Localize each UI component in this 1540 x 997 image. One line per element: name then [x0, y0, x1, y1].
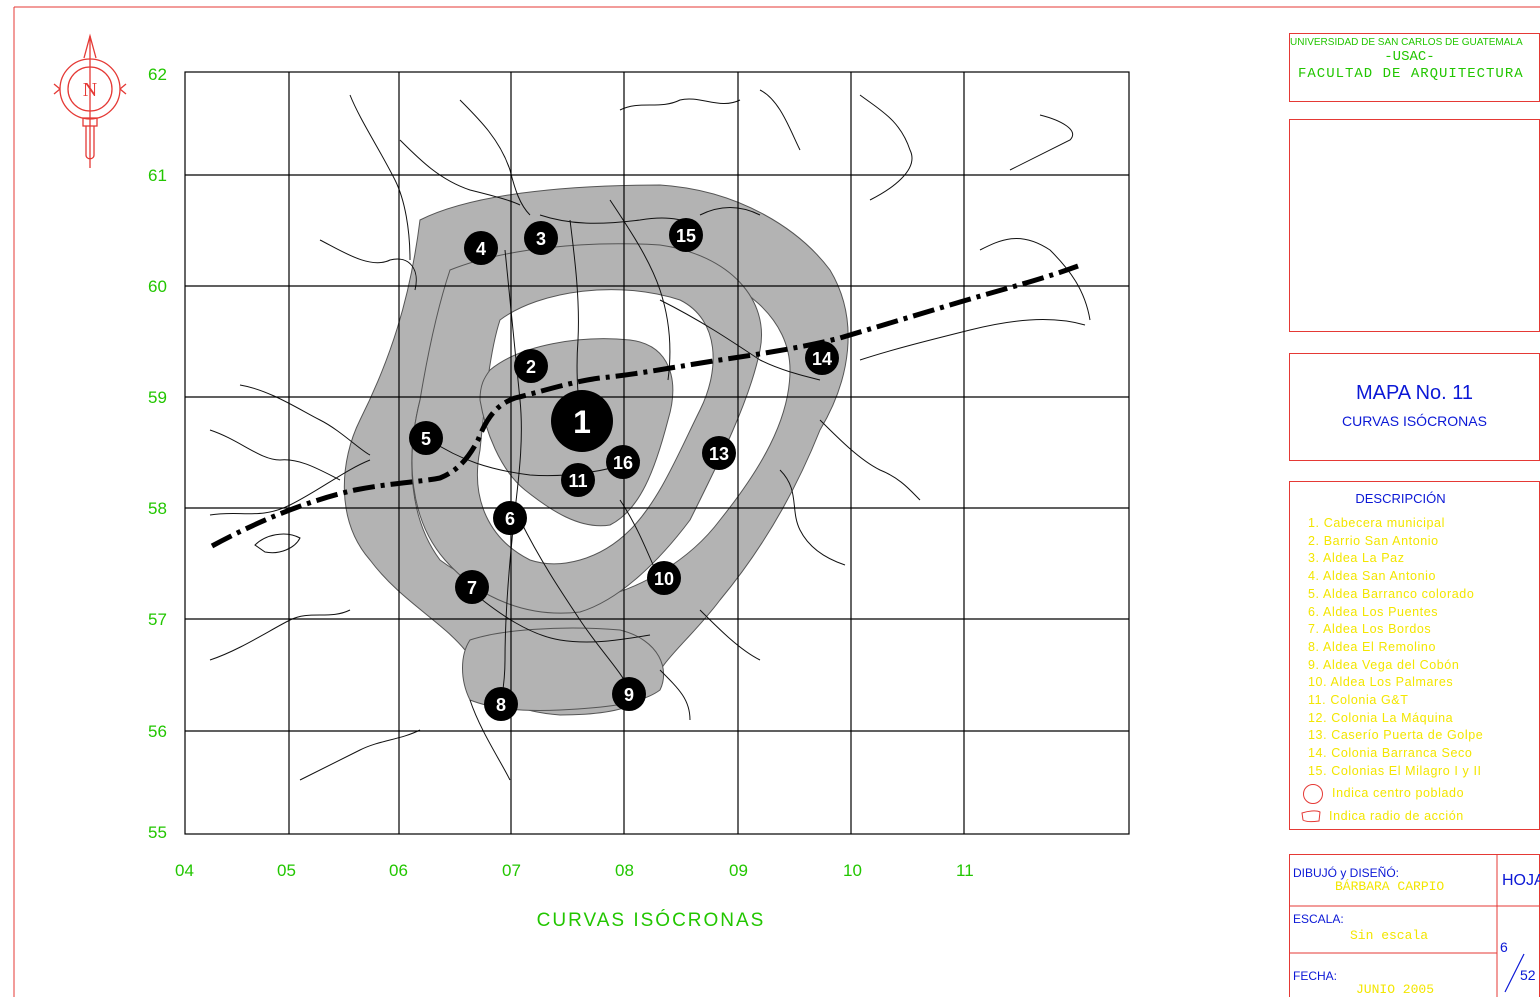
marker-15[interactable]: 15 [669, 218, 703, 252]
marker-1[interactable]: 1 [551, 390, 613, 452]
svg-text:14: 14 [812, 349, 832, 369]
drawn-by-value: BÁRBARA CARPIO [1335, 879, 1445, 894]
y-tick-label: 57 [148, 610, 167, 629]
marker-8[interactable]: 8 [484, 687, 518, 721]
marker-10[interactable]: 10 [647, 561, 681, 595]
list-item: 10. Aldea Los Palmares [1308, 675, 1454, 690]
svg-text:4: 4 [476, 239, 486, 259]
north-label: N [83, 79, 97, 101]
list-item: 2. Barrio San Antonio [1308, 533, 1439, 548]
list-item: 3. Aldea La Paz [1308, 551, 1405, 566]
list-item: 15. Colonias El Milagro I y II [1308, 763, 1482, 778]
area-symbol-icon [1301, 810, 1321, 823]
y-axis-labels: 62 61 60 59 58 57 56 55 [148, 65, 167, 842]
map-grid [184, 71, 1130, 835]
y-tick-label: 60 [148, 277, 167, 296]
marker-6[interactable]: 6 [493, 501, 527, 535]
list-item: 14. Colonia Barranca Seco [1308, 746, 1473, 761]
list-item: 4. Aldea San Antonio [1308, 569, 1437, 584]
list-item: 7. Aldea Los Bordos [1308, 622, 1432, 637]
x-tick-label: 04 [175, 861, 194, 880]
y-tick-label: 59 [148, 388, 167, 407]
map-number: MAPA No. 11 [1355, 382, 1474, 404]
credits-panel: DIBUJÓ y DISEÑÓ: BÁRBARA CARPIO HOJA ESC… [1289, 854, 1540, 997]
north-arrow-icon: N [53, 33, 127, 168]
marker-13[interactable]: 13 [702, 436, 736, 470]
list-item: 1. Cabecera municipal [1308, 516, 1445, 530]
date-label: FECHA: [1293, 969, 1338, 983]
university-name: UNIVERSIDAD DE SAN CARLOS DE GUATEMALA [1290, 37, 1523, 48]
blank-panel [1289, 119, 1540, 332]
list-item: 8. Aldea El Remolino [1308, 639, 1437, 654]
description-panel: DESCRIPCIÓN 1. Cabecera municipal 2. Bar… [1289, 481, 1540, 830]
scale-label: ESCALA: [1293, 912, 1344, 926]
description-list: 1. Cabecera municipal 2. Barrio San Anto… [1290, 515, 1539, 825]
map-title-panel: MAPA No. 11 CURVAS ISÓCRONAS [1289, 353, 1540, 461]
svg-text:9: 9 [624, 685, 634, 705]
marker-7[interactable]: 7 [455, 570, 489, 604]
y-tick-label: 55 [148, 823, 167, 842]
y-tick-label: 61 [148, 166, 167, 185]
svg-text:15: 15 [676, 226, 696, 246]
list-item: 13. Caserío Puerta de Golpe [1308, 728, 1484, 743]
marker-4[interactable]: 4 [464, 231, 498, 265]
settlement-markers: 1 2 3 4 5 6 7 8 9 10 11 13 14 15 16 [409, 218, 839, 721]
scale-value: Sin escala [1350, 928, 1429, 943]
x-tick-label: 07 [502, 861, 521, 880]
svg-text:1: 1 [573, 404, 591, 440]
x-axis-labels: 04 05 06 07 08 09 10 11 [175, 861, 974, 880]
marker-14[interactable]: 14 [805, 341, 839, 375]
date-value: JUNIO 2005 [1356, 982, 1435, 997]
list-item: 12. Colonia La Máquina [1308, 710, 1454, 725]
university-acronym: -USAC- [1384, 49, 1435, 65]
svg-text:16: 16 [613, 453, 633, 473]
y-tick-label: 58 [148, 499, 167, 518]
x-tick-label: 08 [615, 861, 634, 880]
credits-grid [1289, 854, 1540, 997]
svg-text:8: 8 [496, 695, 506, 715]
x-tick-label: 05 [277, 861, 296, 880]
svg-text:10: 10 [654, 569, 674, 589]
sheet-number: 6 [1500, 939, 1508, 955]
circle-symbol-icon [1303, 783, 1323, 804]
legend-area-label: Indica radio de acción [1329, 808, 1464, 823]
map-subtitle: CURVAS ISÓCRONAS [1342, 413, 1487, 429]
map-caption: CURVAS ISÓCRONAS [537, 909, 766, 931]
legend-area-row: Indica radio de acción [1301, 808, 1539, 826]
svg-text:7: 7 [467, 578, 477, 598]
list-item: 9. Aldea Vega del Cobón [1308, 657, 1460, 672]
x-tick-label: 06 [389, 861, 408, 880]
drawn-by-label: DIBUJÓ y DISEÑÓ: [1293, 866, 1400, 880]
faculty-name: FACULTAD DE ARQUITECTURA [1298, 66, 1524, 82]
svg-text:3: 3 [536, 229, 546, 249]
title-block-header: UNIVERSIDAD DE SAN CARLOS DE GUATEMALA -… [1289, 33, 1540, 102]
marker-11[interactable]: 11 [561, 463, 595, 497]
svg-text:6: 6 [505, 509, 515, 529]
legend-circle-label: Indica centro poblado [1332, 785, 1465, 800]
marker-9[interactable]: 9 [612, 677, 646, 711]
sheet-total: 52 [1520, 967, 1536, 983]
list-item: 6. Aldea Los Puentes [1308, 604, 1439, 619]
y-tick-label: 56 [148, 722, 167, 741]
marker-16[interactable]: 16 [606, 445, 640, 479]
x-tick-label: 09 [729, 861, 748, 880]
y-tick-label: 62 [148, 65, 167, 84]
marker-3[interactable]: 3 [524, 221, 558, 255]
svg-text:2: 2 [526, 357, 536, 377]
x-tick-label: 10 [843, 861, 862, 880]
marker-5[interactable]: 5 [409, 421, 443, 455]
contour-lines [209, 89, 1091, 781]
list-item: 5. Aldea Barranco colorado [1308, 586, 1475, 601]
main-road [210, 263, 1079, 549]
sheet-label: HOJA [1502, 872, 1540, 889]
list-item: 11. Colonia G&T [1308, 693, 1409, 708]
svg-text:11: 11 [568, 471, 587, 491]
legend-circle-row: Indica centro poblado [1303, 783, 1539, 804]
svg-text:13: 13 [709, 444, 729, 464]
marker-2[interactable]: 2 [514, 349, 548, 383]
x-tick-label: 11 [956, 861, 974, 880]
svg-text:5: 5 [421, 429, 431, 449]
description-heading: DESCRIPCIÓN [1355, 491, 1446, 506]
